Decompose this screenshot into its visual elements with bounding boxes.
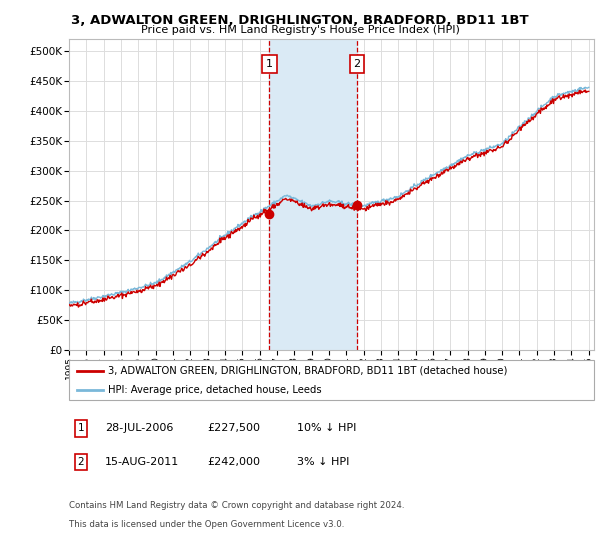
FancyBboxPatch shape (69, 360, 594, 400)
Text: 1: 1 (77, 423, 85, 433)
Text: 2: 2 (77, 457, 85, 467)
Text: 3, ADWALTON GREEN, DRIGHLINGTON, BRADFORD, BD11 1BT: 3, ADWALTON GREEN, DRIGHLINGTON, BRADFOR… (71, 14, 529, 27)
Text: Price paid vs. HM Land Registry's House Price Index (HPI): Price paid vs. HM Land Registry's House … (140, 25, 460, 35)
Text: 3% ↓ HPI: 3% ↓ HPI (297, 457, 349, 467)
Text: 10% ↓ HPI: 10% ↓ HPI (297, 423, 356, 433)
Text: 28-JUL-2006: 28-JUL-2006 (105, 423, 173, 433)
Text: This data is licensed under the Open Government Licence v3.0.: This data is licensed under the Open Gov… (69, 520, 344, 529)
Text: £242,000: £242,000 (207, 457, 260, 467)
Text: 1: 1 (266, 59, 273, 69)
Bar (269, 39, 357, 350)
Text: 2: 2 (353, 59, 361, 69)
Text: HPI: Average price, detached house, Leeds: HPI: Average price, detached house, Leed… (109, 385, 322, 394)
Text: £227,500: £227,500 (207, 423, 260, 433)
Text: 3, ADWALTON GREEN, DRIGHLINGTON, BRADFORD, BD11 1BT (detached house): 3, ADWALTON GREEN, DRIGHLINGTON, BRADFOR… (109, 366, 508, 376)
Text: 15-AUG-2011: 15-AUG-2011 (105, 457, 179, 467)
Text: Contains HM Land Registry data © Crown copyright and database right 2024.: Contains HM Land Registry data © Crown c… (69, 501, 404, 510)
